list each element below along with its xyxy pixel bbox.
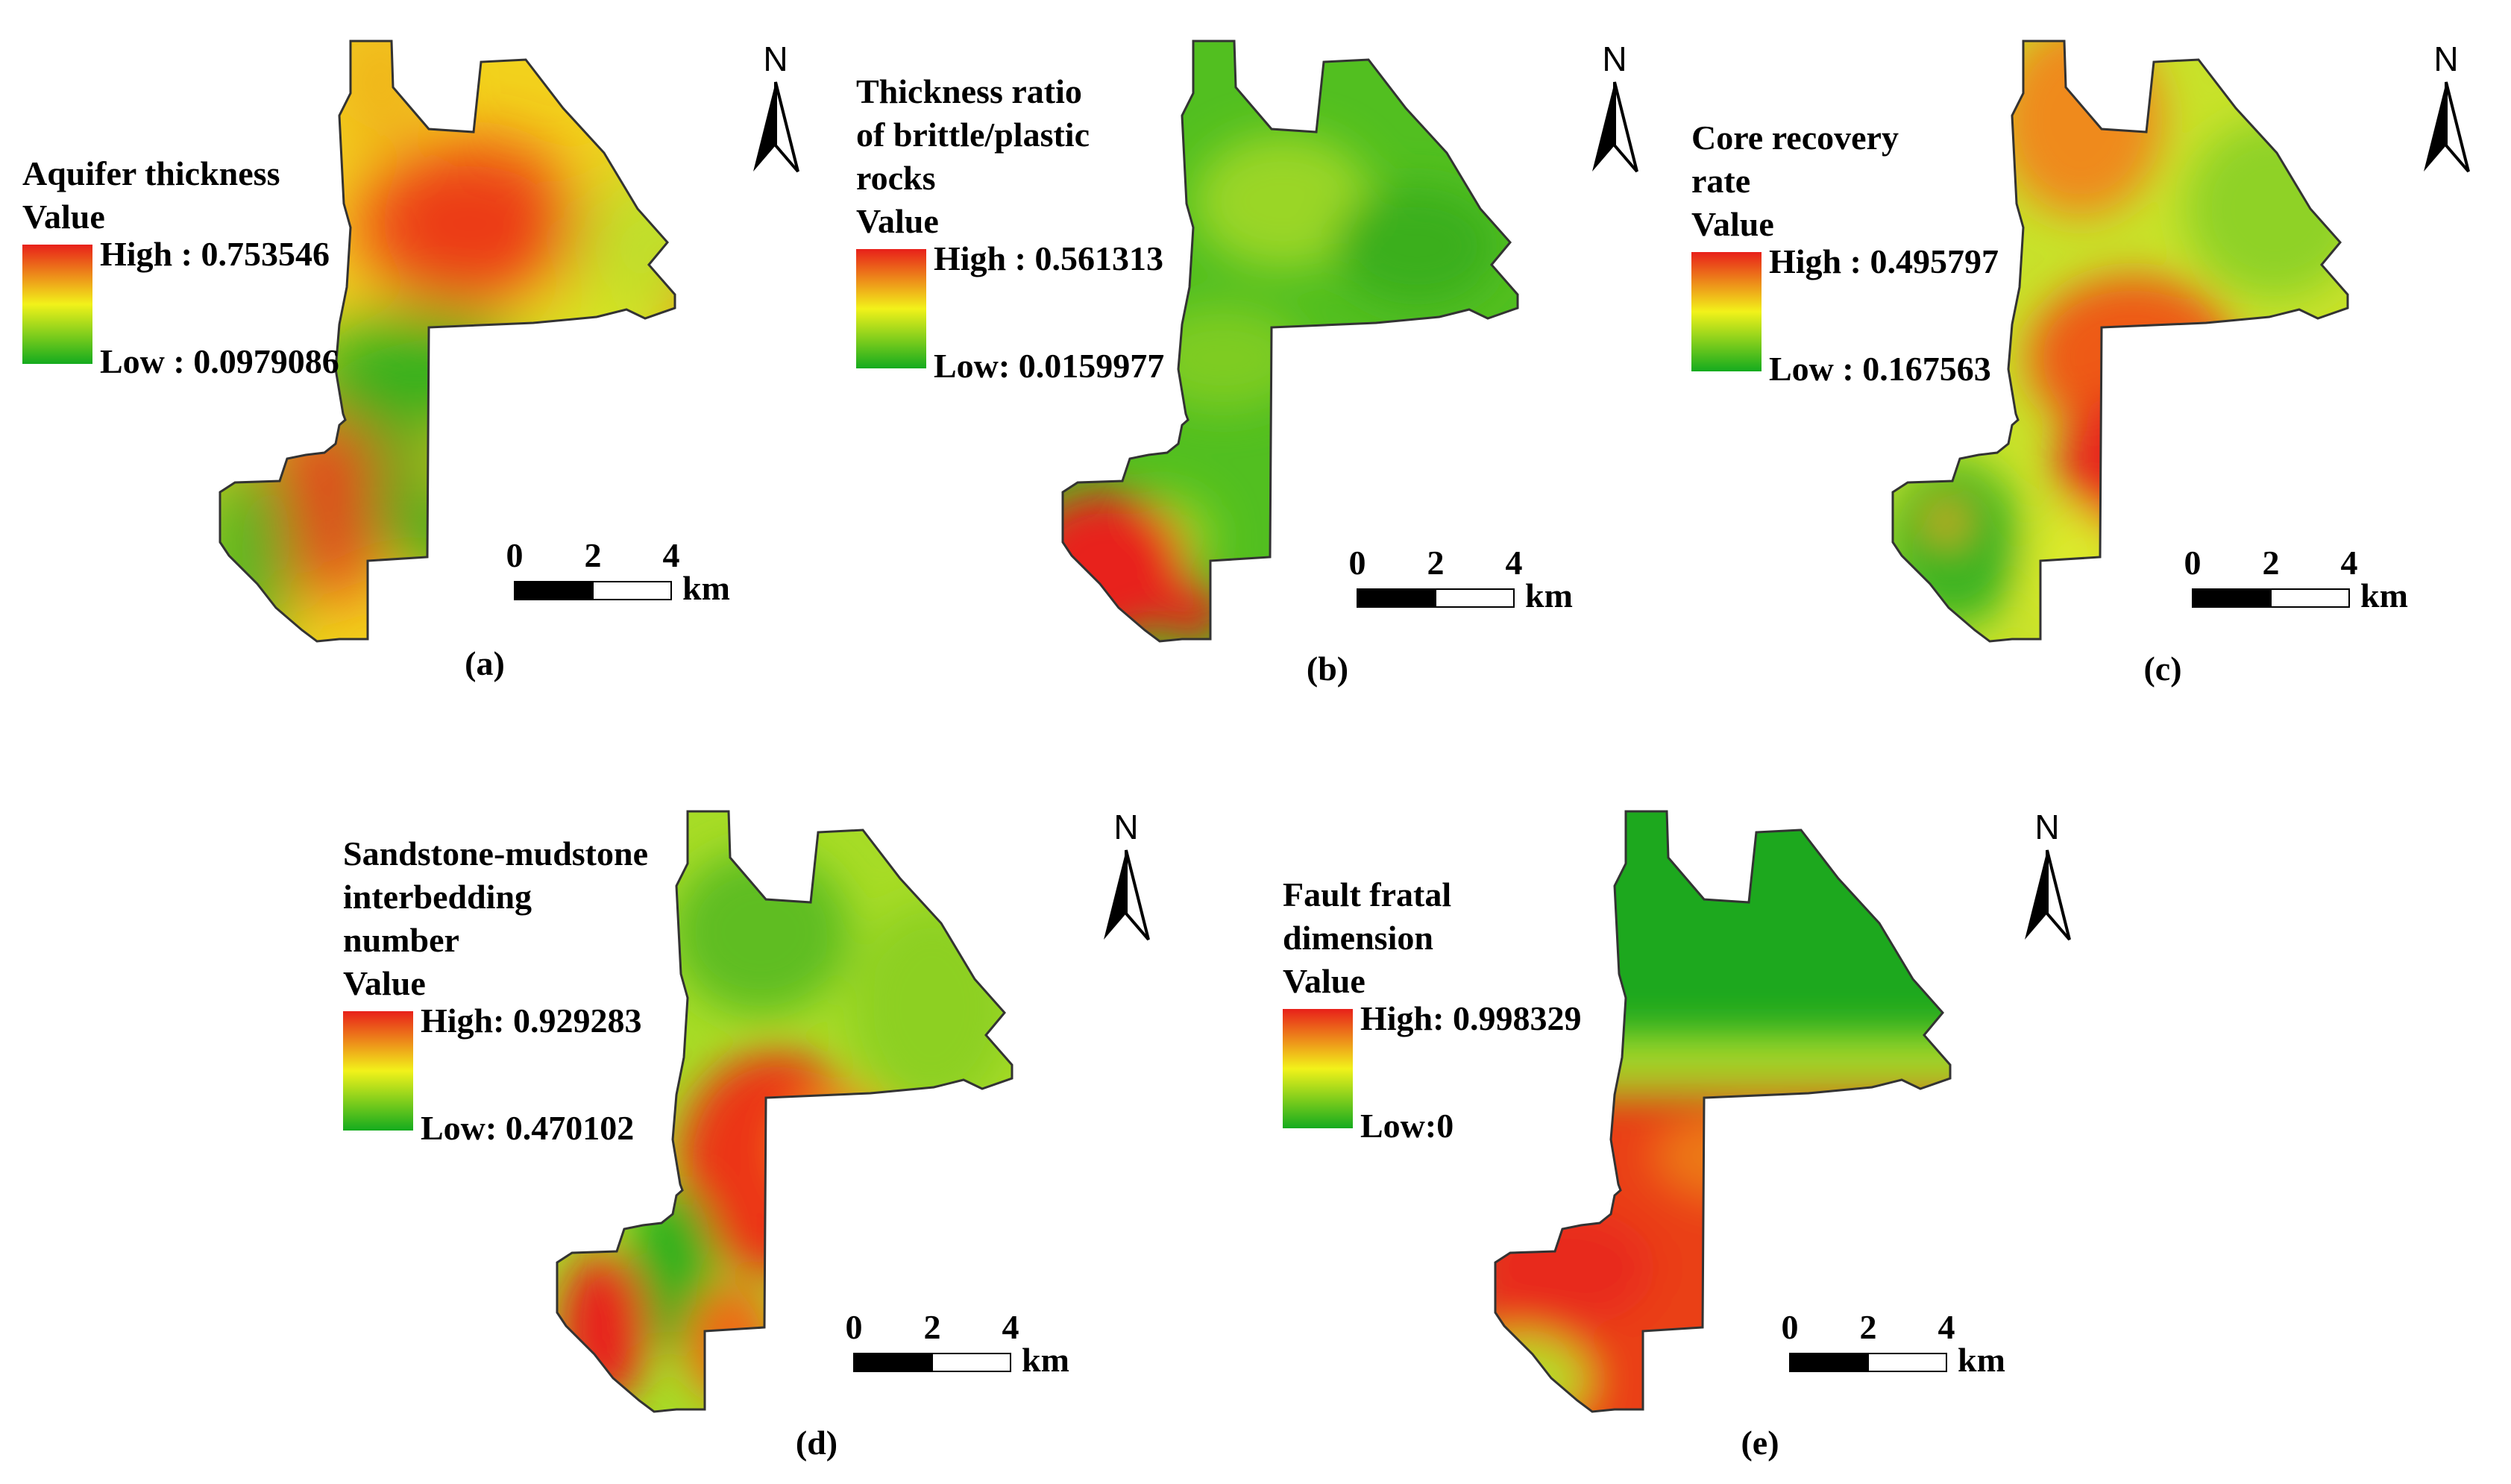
scale-bar: 0 2 4km [846,1308,1069,1379]
scale-bar: 0 2 4km [506,536,730,607]
scale-bar-light-segment [2270,588,2350,608]
north-arrow-icon: N [1104,808,1150,941]
north-label: N [2034,808,2059,846]
north-label: N [2433,40,2458,78]
scale-bar-light-segment [931,1353,1011,1372]
legend-title-line: Aquifer thickness [22,154,280,192]
scale-bar-light-segment [1867,1353,1947,1372]
scale-tick-label: 4 [1002,1308,1019,1346]
north-arrow-dark-half [2025,850,2047,940]
north-arrow-icon: N [753,40,799,173]
legend-title-line: Value [22,198,105,236]
legend-high-label: High : 0.753546 [100,235,330,273]
scale-tick-label: 0 [506,536,524,574]
legend-high-label: High: 0.929283 [421,1002,641,1040]
scale-bar: 0 2 4km [1349,544,1573,614]
scale-bar: 0 2 4km [1782,1308,2005,1379]
north-arrow-icon: N [1592,40,1638,173]
legend-low-label: Low : 0.0979086 [100,342,339,380]
north-label: N [1113,808,1138,846]
scale-tick-label: 4 [1506,544,1523,582]
legend-title-line: Core recovery [1691,119,1899,157]
scale-unit-label: km [2360,576,2408,614]
legend-title-line: interbedding [343,878,532,916]
legend-low-label: Low: 0.0159977 [934,347,1164,385]
scale-tick-label: 0 [1349,544,1366,582]
legend-low-label: Low:0 [1360,1107,1454,1145]
panel-caption: (a) [465,644,505,682]
scale-bar-light-segment [1435,588,1515,608]
scale-bar-dark-segment [2192,588,2272,608]
scale-tick-label: 4 [2341,544,2358,582]
scale-tick-label: 0 [846,1308,863,1346]
north-arrow-dark-half [2424,82,2446,172]
scale-tick-label: 0 [2184,544,2202,582]
scale-bar-dark-segment [514,581,594,600]
north-arrow-light-half [1125,849,1150,941]
scale-tick-label: 4 [1938,1308,1955,1346]
scale-bar-dark-segment [1357,588,1436,608]
legend-color-ramp [856,249,926,368]
legend-title-line: dimension [1283,919,1433,957]
legend-high-label: High: 0.998329 [1360,999,1581,1037]
legend-high-label: High : 0.495797 [1769,242,1999,280]
panel-caption: (d) [796,1424,837,1462]
scale-tick-label: 2 [585,536,602,574]
scale-tick-label: 4 [663,536,680,574]
north-label: N [1602,40,1627,78]
north-arrow-icon: N [2424,40,2470,173]
north-arrow-icon: N [2025,808,2071,941]
legend-title-line: of brittle/plastic [856,116,1090,154]
legend-title-line: number [343,921,459,959]
legend-title-line: Value [1283,962,1366,1000]
legend-title-line: Fault fratal [1283,875,1451,914]
legend-title-line: Value [856,202,939,240]
legend-title-line: Thickness ratio [856,72,1082,110]
panel-caption: (e) [1741,1424,1779,1462]
north-arrow-light-half [774,81,799,173]
north-arrow-light-half [1613,81,1638,173]
scale-tick-label: 2 [1427,544,1445,582]
legend-color-ramp [1691,252,1762,371]
legend-low-label: Low: 0.470102 [421,1109,634,1147]
legend-title-line: Value [1691,205,1774,243]
north-arrow-dark-half [1592,82,1615,172]
legend-high-label: High : 0.561313 [934,239,1163,277]
legend-low-label: Low : 0.167563 [1769,350,1991,388]
panel-d-overlay: Sandstone-mudstone interbedding number Valu… [343,808,1150,1462]
scale-unit-label: km [682,569,730,607]
north-arrow-dark-half [753,82,776,172]
legend-title-line: Value [343,964,426,1002]
panel-b-overlay: Thickness ratio of brittle/plastic rocks Va… [856,40,1638,688]
legend-title-line: rocks [856,159,936,197]
scale-bar-light-segment [592,581,672,600]
scale-bar-dark-segment [853,1353,933,1372]
scale-tick-label: 2 [2263,544,2280,582]
north-label: N [763,40,788,78]
scale-unit-label: km [1022,1341,1069,1379]
legend-color-ramp [1283,1009,1353,1128]
legend-color-ramp [22,245,92,364]
north-arrow-light-half [2046,849,2071,941]
legend-title-line: Sandstone-mudstone [343,834,648,873]
legend-color-ramp [343,1011,413,1131]
panel-e [1494,810,1952,1413]
scale-tick-label: 0 [1782,1308,1799,1346]
north-arrow-light-half [2445,81,2470,173]
scale-bar-dark-segment [1789,1353,1869,1372]
scale-tick-label: 2 [1860,1308,1877,1346]
scale-tick-label: 2 [924,1308,941,1346]
panel-caption: (c) [2143,650,2181,688]
scale-unit-label: km [1525,576,1573,614]
scale-bar: 0 2 4km [2184,544,2408,614]
panel-caption: (b) [1307,650,1348,688]
legend-title-line: rate [1691,162,1750,200]
scale-unit-label: km [1958,1341,2005,1379]
north-arrow-dark-half [1104,850,1126,940]
